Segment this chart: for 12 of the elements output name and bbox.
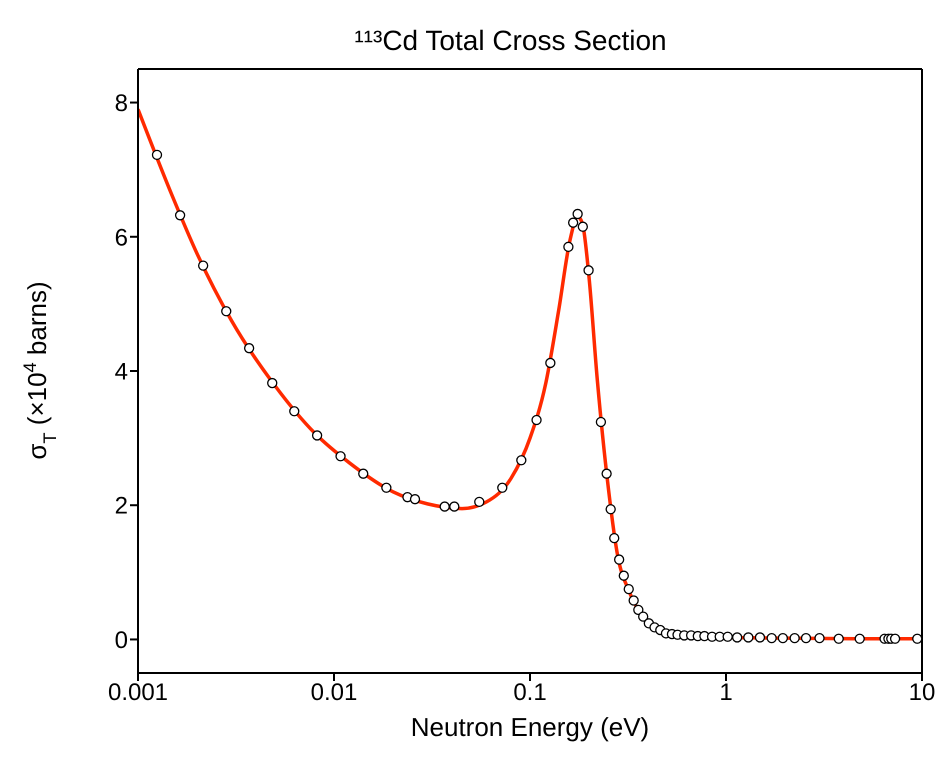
x-tick-label: 1 [719,679,733,706]
y-tick-label: 0 [114,626,128,654]
y-tick-label: 2 [114,492,128,520]
chart-title: ¹¹³Cd Total Cross Section [354,25,667,56]
x-axis-title: Neutron Energy (eV) [410,712,650,742]
x-tick-label: 0.01 [310,679,358,706]
x-tick-label: 0.1 [513,679,547,706]
y-tick-label: 6 [114,224,128,252]
x-tick-label: 0.001 [108,679,168,706]
y-tick-label: 4 [114,358,128,386]
y-tick-label: 8 [114,90,128,118]
x-tick-label: 10 [908,679,936,706]
